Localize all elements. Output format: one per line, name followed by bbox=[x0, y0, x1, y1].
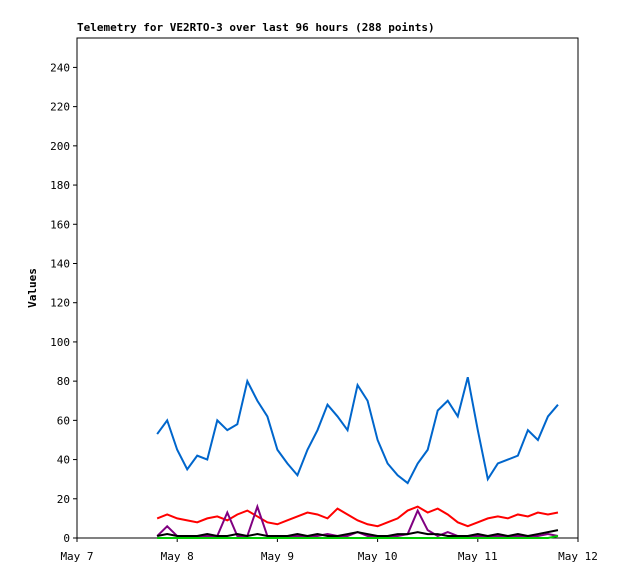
series-line bbox=[157, 535, 559, 539]
y-tick-label: 120 bbox=[50, 297, 70, 310]
y-tick-label: 220 bbox=[50, 101, 70, 114]
y-tick-label: 20 bbox=[57, 493, 70, 506]
y-tick-label: 180 bbox=[50, 179, 70, 192]
y-tick-label: 140 bbox=[50, 257, 70, 270]
y-tick-label: 0 bbox=[63, 532, 70, 545]
plot-frame bbox=[76, 37, 579, 539]
y-tick-label: 240 bbox=[50, 61, 70, 74]
x-tick-label: May 7 bbox=[60, 550, 93, 563]
x-tick-label: May 12 bbox=[558, 550, 598, 563]
series-line bbox=[156, 505, 559, 528]
y-tick-label: 40 bbox=[57, 454, 70, 467]
x-tick-label: May 9 bbox=[261, 550, 294, 563]
y-tick-label: 60 bbox=[57, 414, 70, 427]
x-tick-label: May 8 bbox=[161, 550, 194, 563]
series-line bbox=[156, 376, 559, 485]
y-tick-label: 80 bbox=[57, 375, 70, 388]
y-axis-label: Values bbox=[26, 268, 39, 308]
y-tick-label: 160 bbox=[50, 218, 70, 231]
series-line bbox=[156, 529, 559, 538]
y-tick-label: 200 bbox=[50, 140, 70, 153]
chart-title: Telemetry for VE2RTO-3 over last 96 hour… bbox=[77, 21, 435, 34]
x-tick-label: May 10 bbox=[358, 550, 398, 563]
x-tick-label: May 11 bbox=[458, 550, 498, 563]
y-tick-label: 100 bbox=[50, 336, 70, 349]
